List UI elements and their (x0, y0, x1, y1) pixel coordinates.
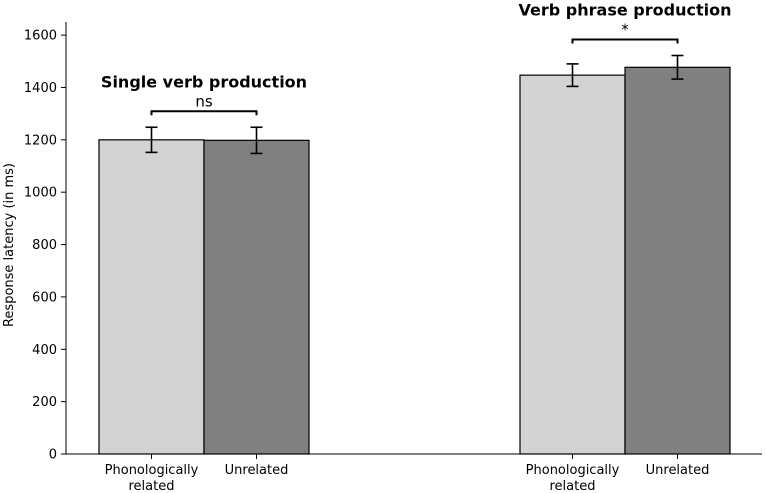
y-axis: 0 200 400 600 800 1000 1200 1400 1600 (24, 22, 67, 463)
group-title: Single verb production (101, 72, 307, 91)
y-tick-label: 400 (32, 343, 57, 358)
significance-label: * (621, 21, 629, 39)
significance-label: ns (195, 92, 213, 110)
y-tick-label: 1600 (24, 29, 57, 44)
y-tick-label: 1000 (24, 186, 57, 201)
bars (98, 54, 731, 455)
y-tick-label: 800 (32, 238, 57, 253)
bar (98, 139, 205, 455)
bar (519, 74, 626, 455)
y-tick-label: 0 (49, 448, 57, 463)
y-tick-label: 600 (32, 290, 57, 305)
significance-bracket (150, 110, 258, 116)
group-title: Verb phrase production (519, 1, 732, 20)
y-tick-label: 1400 (24, 81, 57, 96)
x-axis: Phonologically related Unrelated Phonologic… (66, 453, 762, 493)
x-tick-label: Phonologically related (526, 463, 620, 493)
y-tick-label: 1200 (24, 133, 57, 148)
bar (624, 66, 731, 455)
x-tick-label: Phonologically related (105, 463, 199, 493)
x-tick-label: Unrelated (646, 463, 710, 478)
x-tick-label: Unrelated (225, 463, 289, 478)
significance-bracket (571, 38, 679, 44)
y-axis-label: Response latency (in ms) (2, 163, 17, 327)
bar (203, 139, 310, 455)
y-tick-label: 200 (32, 395, 57, 410)
